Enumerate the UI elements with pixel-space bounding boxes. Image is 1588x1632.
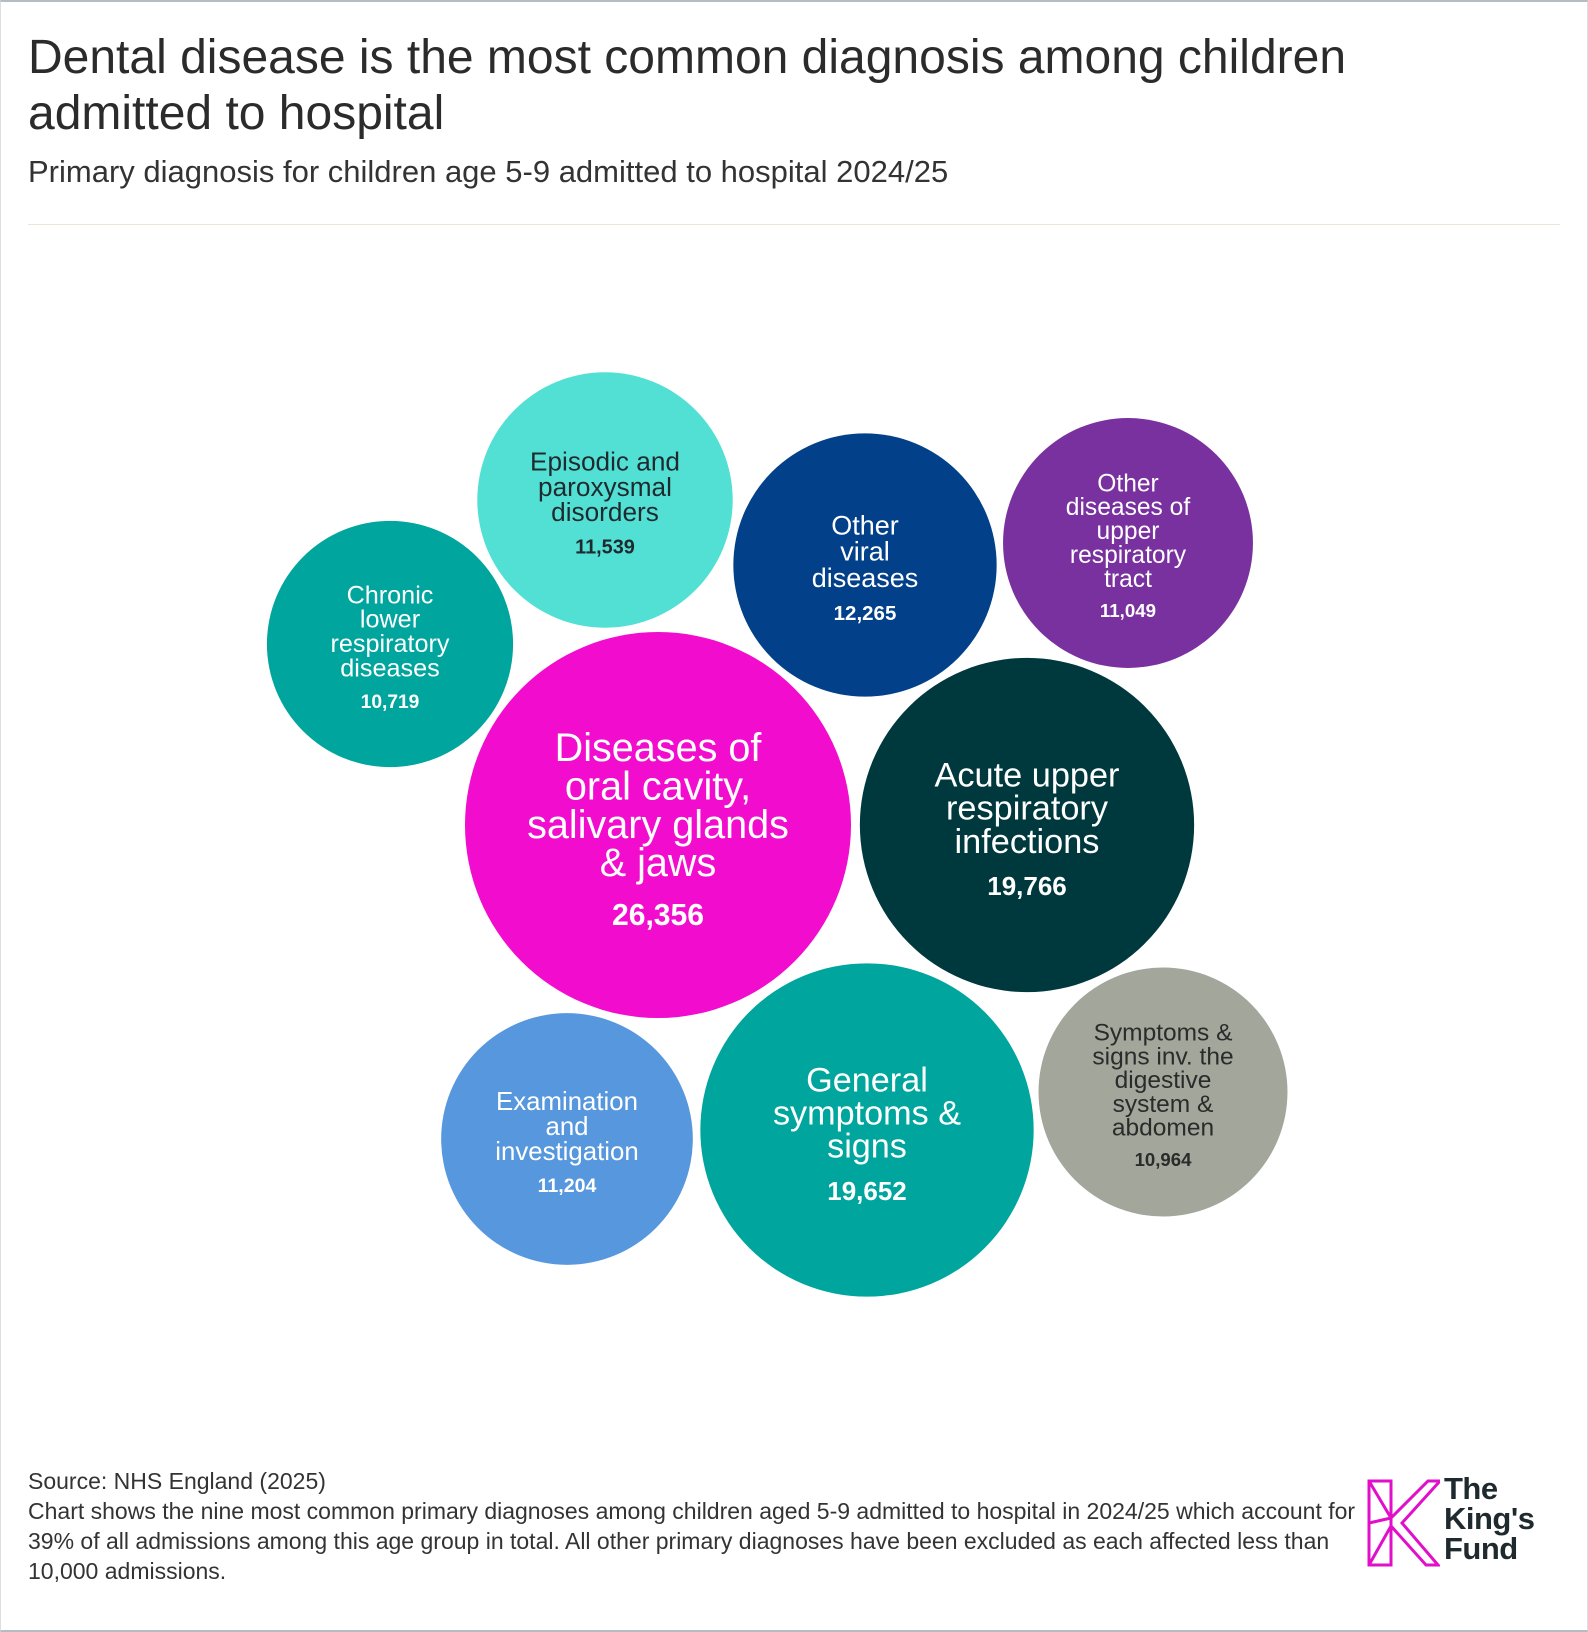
kings-fund-logo: The King's Fund xyxy=(1366,1473,1546,1570)
chart-footer: Source: NHS England (2025) Chart shows t… xyxy=(28,1466,1358,1586)
bubble-chronic-lower-respiratory-diseases: Chronic lower respiratory diseases 10,719 xyxy=(266,520,514,768)
bubble-label: Diseases of oral cavity, salivary glands & … xyxy=(527,726,789,885)
kings-fund-k-mark-icon xyxy=(1367,1479,1444,1567)
bubble-circle xyxy=(1038,967,1288,1217)
bubble-value-label: 10,719 xyxy=(361,692,420,713)
bubble-circle xyxy=(465,632,851,1018)
bubble-value-label: 12,265 xyxy=(834,602,897,625)
bubble-symptoms-signs-inv-the-digestive-system-abdomen: Symptoms & signs inv. the digestive system … xyxy=(1038,967,1288,1217)
bubble-general-symptoms-signs: General symptoms & signs 19,652 xyxy=(700,963,1034,1297)
logo-wordmark: The King's Fund xyxy=(1444,1471,1535,1566)
bubble-circle xyxy=(859,657,1195,993)
bubble-value-label: 11,539 xyxy=(575,537,635,559)
bubble-value-label: 11,049 xyxy=(1100,600,1156,621)
bubble-value-label: 10,964 xyxy=(1135,1149,1193,1170)
bubble-circle xyxy=(266,520,514,768)
source-note: Source: NHS England (2025) xyxy=(28,1468,326,1494)
bubble-acute-upper-respiratory-infections: Acute upper respiratory infections 19,766 xyxy=(859,657,1195,993)
bubble-label: Other viral diseases xyxy=(812,511,919,593)
bubble-examination-and-investigation: Examination and investigation 11,204 xyxy=(441,1013,693,1265)
logo-line-2: King's xyxy=(1444,1501,1535,1536)
bubble-label: General symptoms & signs xyxy=(773,1061,961,1165)
chart-title: Dental disease is the most common diagno… xyxy=(28,31,1347,140)
bubble-episodic-and-paroxysmal-disorders: Episodic and paroxysmal disorders 11,539 xyxy=(477,372,733,628)
logo-line-3: Fund xyxy=(1444,1531,1518,1566)
bubble-label: Chronic lower respiratory diseases xyxy=(331,581,450,682)
bubble-label: Other diseases of upper respiratory tract xyxy=(1066,470,1191,593)
bubble-label: Symptoms & signs inv. the digestive system … xyxy=(1092,1020,1233,1142)
bubble-diseases-of-oral-cavity-salivary-glands-jaws: Diseases of oral cavity, salivary glands & … xyxy=(465,632,851,1018)
chart-note: Chart shows the nine most common primary… xyxy=(28,1498,1356,1584)
header-divider xyxy=(28,224,1560,225)
bubble-value-label: 11,204 xyxy=(538,1175,597,1197)
bubble-circle xyxy=(477,372,733,628)
logo-line-1: The xyxy=(1444,1471,1498,1506)
bubble-label: Acute upper respiratory infections xyxy=(935,756,1120,861)
bubble-value-label: 19,766 xyxy=(987,871,1067,901)
bubble-label: Examination and investigation xyxy=(495,1088,638,1166)
chart-subtitle: Primary diagnosis for children age 5-9 a… xyxy=(28,154,949,189)
bubble-value-label: 26,356 xyxy=(612,899,704,932)
bubble-value-label: 19,652 xyxy=(827,1176,907,1206)
bubble-circle xyxy=(700,963,1034,1297)
bubble-circle xyxy=(1003,418,1253,668)
bubble-other-diseases-of-upper-respiratory-tract: Other diseases of upper respiratory tract 11,… xyxy=(1003,418,1253,668)
bubble-other-viral-diseases: Other viral diseases 12,265 xyxy=(733,433,997,697)
bubble-label: Episodic and paroxysmal disorders xyxy=(530,446,680,527)
bubble-chart: Diseases of oral cavity, salivary glands & … xyxy=(266,372,1288,1297)
bubble-circle xyxy=(733,433,997,697)
bubble-circle xyxy=(441,1013,693,1265)
